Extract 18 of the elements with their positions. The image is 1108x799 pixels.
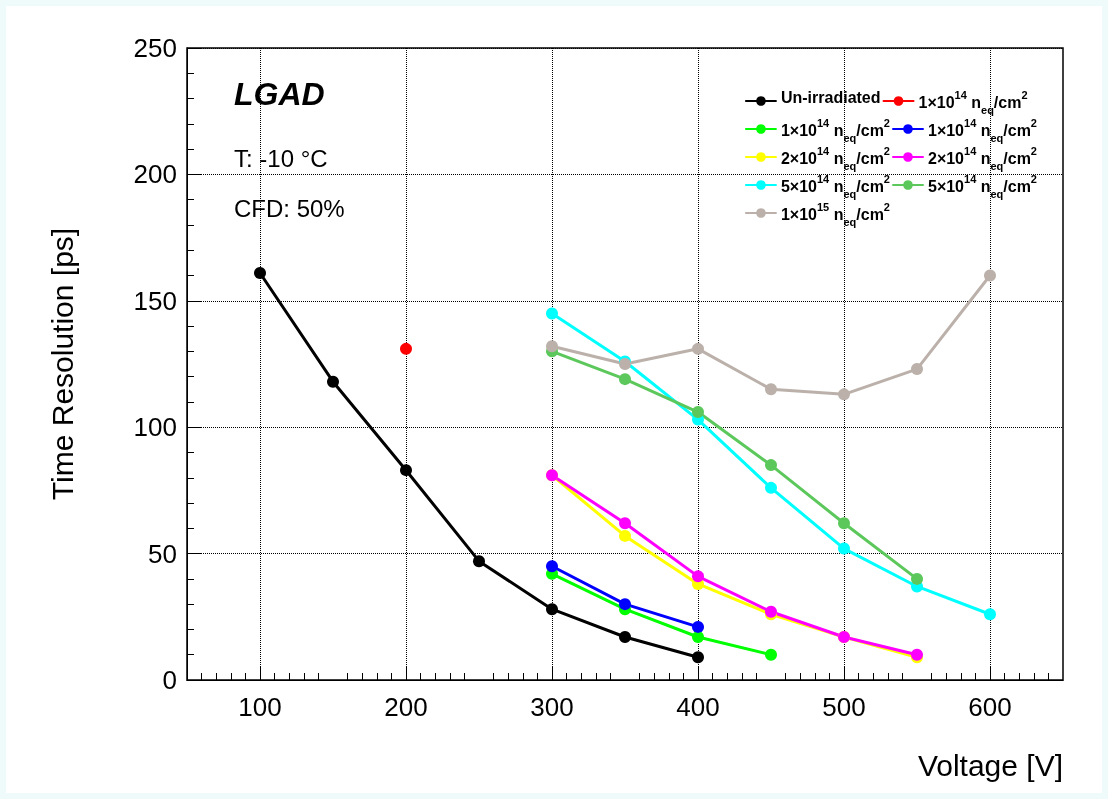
annotation: LGAD [234,76,325,112]
x-tick-label: 100 [238,692,282,722]
y-tick-label: 150 [133,285,177,316]
y-tick-label: 50 [148,538,177,569]
annotation: CFD: 50% [234,194,345,222]
x-tick-label: 300 [530,692,574,722]
y-tick-label: 250 [133,33,177,63]
x-tick-label: 600 [968,692,1012,722]
x-tick-label: 200 [384,692,428,722]
annotation: T: -10 °C [234,144,328,172]
y-tick-label: 0 [162,665,177,695]
legend-label: Un-irradiated [780,88,881,106]
x-tick-label: 400 [676,692,720,722]
y-tick-label: 200 [133,159,177,190]
x-axis-title: Voltage [V] [917,748,1063,782]
y-tick-label: 100 [133,412,177,443]
x-tick-label: 500 [822,692,866,722]
y-axis-title: Time Resolution [ps] [45,227,79,501]
